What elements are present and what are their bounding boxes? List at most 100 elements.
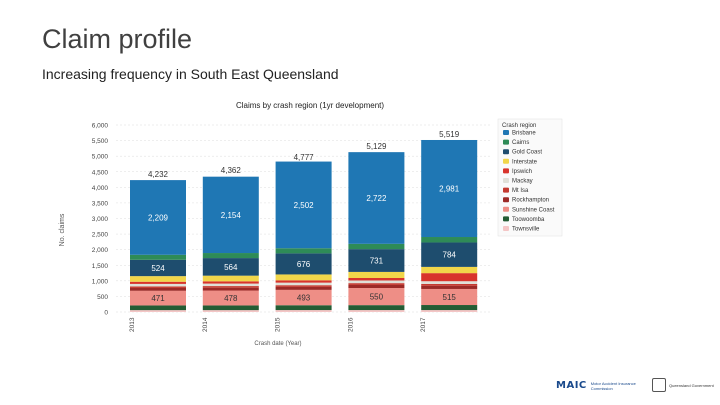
legend-item-label: Rockhampton — [512, 198, 549, 204]
bar-segment-sunshine-coast — [348, 288, 405, 306]
legend-item-label: Brisbane — [512, 131, 536, 137]
bar-segment-label: 2,502 — [294, 201, 315, 210]
y-tick-label: 5,500 — [92, 138, 109, 145]
queensland-government-logo: Queensland Government — [652, 378, 714, 392]
bar-total-label: 4,232 — [148, 170, 169, 179]
bar-segment-mackay — [202, 283, 259, 287]
bar-segment-interstate — [202, 275, 259, 282]
bar-segment-ipswich — [202, 281, 259, 284]
y-axis-label: No. claims — [59, 213, 66, 246]
legend-swatch — [503, 130, 509, 135]
bar-segment-mackay — [275, 282, 332, 286]
legend-swatch — [503, 226, 509, 231]
bar-segment-cairns — [130, 254, 186, 260]
bar-segment-interstate — [421, 266, 478, 274]
bar-segment-sunshine-coast — [130, 290, 186, 306]
x-tick-label: 2016 — [347, 317, 354, 332]
bar-segment-brisbane — [348, 152, 405, 244]
bar-segment-gold-coast — [202, 258, 259, 276]
bar-segment-ipswich — [348, 277, 405, 281]
bar-segment-label: 676 — [297, 260, 311, 269]
bar-segment-ipswich — [421, 273, 478, 282]
legend-item-label: Gold Coast — [512, 150, 542, 156]
bar-segment-label: 2,981 — [439, 185, 460, 194]
y-tick-label: 0 — [104, 310, 108, 317]
bar-segment-interstate — [275, 274, 332, 281]
y-tick-label: 3,000 — [92, 216, 109, 223]
y-tick-label: 1,500 — [92, 263, 109, 270]
bar-segment-rockhampton — [275, 286, 332, 290]
bar-segment-mackay — [421, 281, 478, 284]
bar-segment-mt-isa — [202, 286, 259, 288]
bar-segment-sunshine-coast — [202, 290, 259, 306]
legend-item-label: Sunshine Coast — [512, 207, 555, 213]
legend-item-label: Mt Isa — [512, 188, 529, 194]
x-axis-label: Crash date (Year) — [254, 341, 301, 347]
bar-segment-gold-coast — [130, 259, 186, 277]
legend-swatch — [503, 216, 509, 222]
bar-segment-interstate — [348, 271, 405, 278]
y-tick-label: 4,000 — [92, 185, 109, 192]
y-tick-label: 6,000 — [92, 123, 109, 130]
y-tick-label: 2,500 — [92, 232, 109, 239]
bar-segment-sunshine-coast — [421, 288, 478, 306]
bar-segment-mackay — [348, 280, 405, 284]
bar-segment-townsville — [130, 310, 186, 312]
bar-segment-brisbane — [421, 139, 478, 238]
bar-segment-gold-coast — [421, 242, 478, 267]
legend-swatch — [503, 197, 509, 203]
bar-segment-mt-isa — [421, 283, 478, 286]
bar-total-label: 5,519 — [439, 130, 460, 139]
bar-segment-label: 731 — [370, 257, 384, 266]
x-tick-label: 2017 — [420, 317, 427, 332]
bar-segment-sunshine-coast — [275, 289, 332, 306]
y-tick-label: 4,500 — [92, 169, 109, 176]
legend-item-label: Cairns — [512, 140, 529, 146]
bar-segment-label: 784 — [443, 251, 457, 260]
bar-segment-toowoomba — [202, 305, 259, 311]
x-tick-label: 2015 — [275, 317, 282, 332]
bar-segment-townsville — [348, 310, 405, 312]
bar-segment-label: 2,209 — [148, 213, 169, 222]
bar-segment-label: 478 — [224, 294, 238, 303]
bar-segment-mt-isa — [348, 283, 405, 285]
y-tick-label: 1,000 — [92, 278, 109, 285]
legend-item-label: Townsville — [512, 227, 540, 233]
bar-segment-toowoomba — [421, 305, 478, 311]
bar-segment-cairns — [275, 248, 332, 254]
bar-segment-brisbane — [130, 180, 186, 255]
y-tick-label: 3,500 — [92, 200, 109, 207]
bar-segment-label: 2,722 — [366, 194, 387, 203]
stacked-bar-chart: Claims by crash region (1yr development)… — [59, 101, 563, 347]
bar-segment-cairns — [348, 243, 405, 250]
bar-total-label: 5,129 — [366, 142, 387, 151]
legend-item-label: Mackay — [512, 179, 533, 185]
x-tick-label: 2014 — [202, 317, 209, 332]
bar-segment-rockhampton — [202, 287, 259, 291]
legend-swatch — [503, 139, 509, 145]
bar-segment-label: 515 — [443, 293, 457, 302]
legend-swatch — [503, 168, 509, 174]
queensland-government-text: Queensland Government — [669, 382, 714, 388]
legend-swatch — [503, 149, 509, 155]
bar-segment-toowoomba — [130, 305, 186, 311]
maic-logo: MAIC Motor Accident Insurance Commission — [556, 380, 637, 391]
legend-title: Crash region — [502, 123, 536, 129]
bar-segment-ipswich — [130, 281, 186, 284]
bar-segment-townsville — [202, 310, 259, 312]
slide-title: Claim profile — [42, 24, 193, 54]
crest-icon — [652, 378, 666, 392]
legend-item-label: Interstate — [512, 159, 538, 165]
maic-logo-mark: MAIC — [556, 380, 587, 391]
bar-segment-gold-coast — [275, 253, 332, 275]
legend-item-label: Ipswich — [512, 169, 532, 175]
bar-total-label: 4,777 — [294, 153, 315, 162]
y-tick-label: 2,000 — [92, 247, 109, 254]
bar-segment-townsville — [421, 310, 478, 312]
bar-segment-townsville — [275, 310, 332, 312]
bar-segment-label: 564 — [224, 263, 238, 272]
bar-segment-label: 524 — [151, 264, 165, 273]
legend-swatch — [503, 187, 509, 193]
maic-logo-text: Motor Accident Insurance Commission — [590, 380, 636, 391]
y-tick-label: 500 — [97, 294, 108, 301]
